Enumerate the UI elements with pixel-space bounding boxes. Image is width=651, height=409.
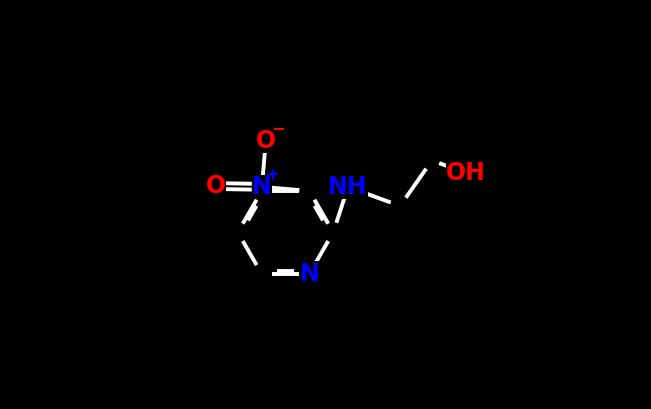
- Text: NH: NH: [328, 175, 368, 199]
- Text: N: N: [252, 175, 271, 199]
- Text: N: N: [299, 262, 319, 285]
- Text: O: O: [256, 129, 276, 153]
- Text: O: O: [206, 174, 226, 198]
- Text: −: −: [271, 119, 285, 137]
- Text: +: +: [266, 166, 279, 184]
- Text: OH: OH: [446, 161, 486, 185]
